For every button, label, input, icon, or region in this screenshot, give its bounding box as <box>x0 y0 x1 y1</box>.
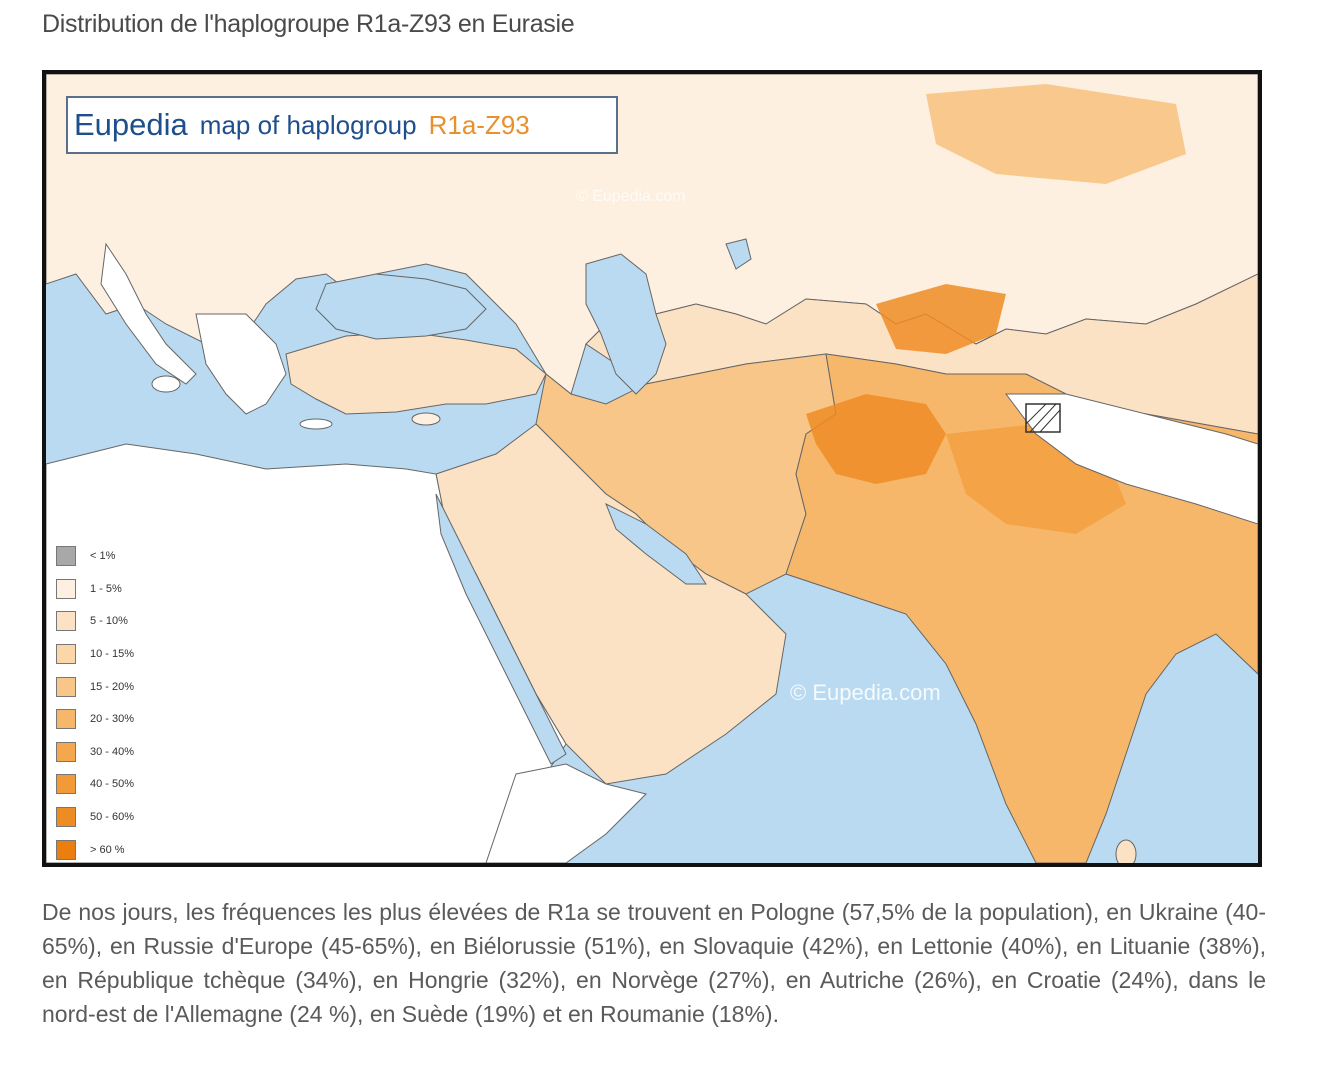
legend-item: 15 - 20% <box>56 670 166 703</box>
legend-swatch <box>56 578 76 599</box>
legend-swatch <box>56 807 76 828</box>
legend-label: 50 - 60% <box>90 811 135 824</box>
legend-label: 5 - 10% <box>90 615 128 628</box>
map-brand-box: Eupedia map of haplogroup R1a-Z93 <box>66 96 618 154</box>
land-crete <box>299 418 333 430</box>
land-balkans <box>195 313 287 415</box>
black-sea <box>315 273 487 340</box>
description-paragraph: De nos jours, les fréquences les plus él… <box>42 899 1266 1027</box>
legend-swatch <box>56 741 76 762</box>
land-tibet <box>1005 393 1258 525</box>
brand-name: Eupedia <box>74 107 188 142</box>
legend-label: > 60 % <box>90 843 125 856</box>
land-italy <box>100 242 197 385</box>
legend-item: 30 - 40% <box>56 736 166 769</box>
legend-swatch <box>56 839 76 860</box>
brand-text: map of haplogroup <box>199 109 417 140</box>
haplogroup-map: Eupedia map of haplogroup R1a-Z93 © Eupe… <box>42 70 1262 867</box>
legend-swatch <box>56 709 76 730</box>
hatched-region <box>1025 403 1061 433</box>
legend-swatch <box>56 774 76 795</box>
legend-swatch <box>56 644 76 665</box>
legend-label: 30 - 40% <box>90 745 135 758</box>
legend-label: 20 - 30% <box>90 713 135 726</box>
aral-sea <box>725 238 752 270</box>
legend-label: 10 - 15% <box>90 648 135 661</box>
legend-item: 5 - 10% <box>56 605 166 638</box>
hotspot-tajik <box>876 284 1006 354</box>
page-title: Distribution de l'haplogroupe R1a-Z93 en… <box>42 10 575 38</box>
caspian-sea <box>585 253 667 395</box>
legend-item: 10 - 15% <box>56 638 166 671</box>
legend-label: < 1% <box>90 550 116 563</box>
legend-item: 20 - 30% <box>56 703 166 736</box>
legend-item: < 1% <box>56 540 166 573</box>
legend-item: 1 - 5% <box>56 573 166 606</box>
hotspot-mongolia <box>926 84 1186 184</box>
legend-swatch <box>56 676 76 697</box>
legend-label: 40 - 50% <box>90 778 135 791</box>
hotspot-afghanistan <box>806 394 946 484</box>
legend-item: 50 - 60% <box>56 801 166 834</box>
legend-swatch <box>56 546 76 567</box>
legend-swatch <box>56 611 76 632</box>
land-horn <box>485 763 647 863</box>
watermark-top: © Eupedia.com <box>576 188 686 205</box>
land-cyprus <box>411 412 441 426</box>
legend-label: 1 - 5% <box>90 582 122 595</box>
land-sri-lanka <box>1115 839 1137 863</box>
land-sicily <box>151 375 181 393</box>
persian-gulf <box>605 502 707 585</box>
legend-item: 40 - 50% <box>56 768 166 801</box>
red-sea <box>435 493 567 765</box>
map-canvas <box>46 74 1258 863</box>
watermark-bottom: © Eupedia.com <box>790 680 941 705</box>
legend-item: > 60 % <box>56 833 166 863</box>
legend-label: 15 - 20% <box>90 680 135 693</box>
map-legend: < 1% 1 - 5% 5 - 10% 10 - 15% 15 - 20% 20 - 30… <box>56 540 166 863</box>
brand-haplogroup: R1a-Z93 <box>428 109 530 140</box>
